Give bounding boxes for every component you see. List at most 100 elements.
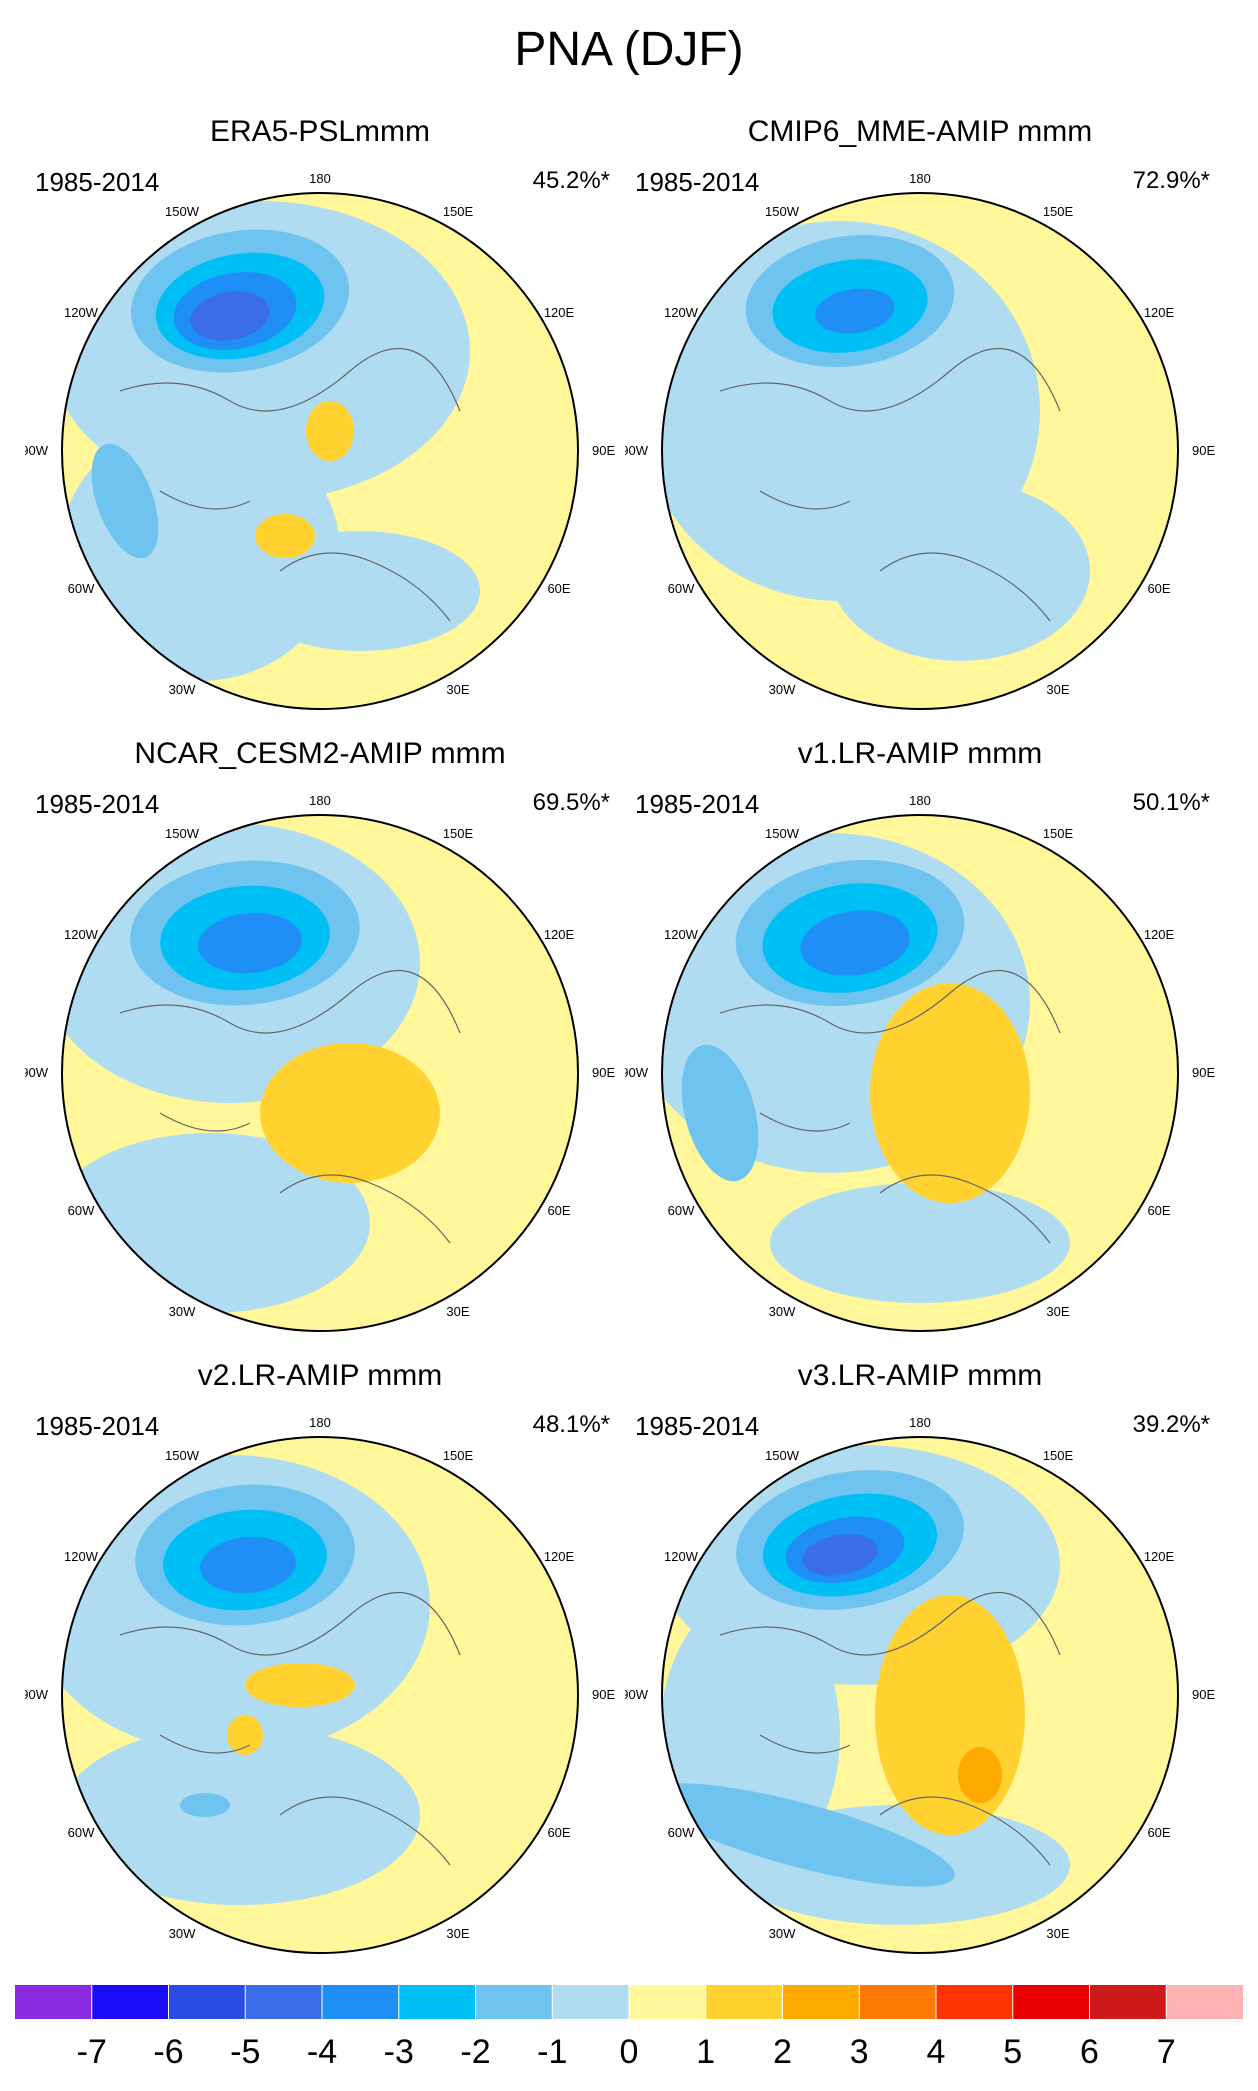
longitude-label: 30W bbox=[169, 1304, 196, 1319]
polar-map: 180150E120E90E60E30E030W60W90W120W150W bbox=[25, 1415, 615, 1954]
colorbar-tick-label: 5 bbox=[1003, 2033, 1022, 2071]
pattern-correlation: 48.1%* bbox=[532, 1411, 610, 1438]
longitude-label: 30E bbox=[1046, 1926, 1069, 1941]
colorbar-tick-label: -6 bbox=[153, 2033, 183, 2071]
longitude-label: 180 bbox=[309, 1415, 331, 1430]
longitude-label: 30E bbox=[446, 682, 469, 697]
negative-anomaly-core bbox=[91, 443, 159, 559]
positive-anomaly-core bbox=[306, 401, 354, 461]
map-border bbox=[661, 192, 1179, 710]
map-panel-v2lr: v2.LR-AMIP mmm 1985-2014 48.1%* 180 150E 1… bbox=[20, 1359, 620, 1979]
negative-anomaly-core bbox=[180, 1793, 230, 1817]
negative-anomaly-core bbox=[200, 1536, 296, 1594]
longitude-label: 150W bbox=[165, 826, 200, 841]
polar-map: 180150E120E90E60E30E030W60W90W120W150W bbox=[625, 171, 1215, 710]
period-label: 1985-2014 bbox=[635, 1411, 760, 1441]
coastline bbox=[119, 347, 461, 622]
polar-map: 180150E120E90E60E30E030W60W90W120W150W bbox=[625, 793, 1215, 1332]
longitude-label: 60W bbox=[68, 581, 95, 596]
period-label: 1985-2014 bbox=[635, 789, 760, 819]
contour-fill bbox=[62, 1437, 578, 1953]
pattern-correlation: 69.5%* bbox=[532, 789, 610, 816]
colorbar-swatch bbox=[782, 1985, 860, 2019]
panel-title: CMIP6_MME-AMIP mmm bbox=[747, 115, 1093, 148]
map-border bbox=[61, 192, 579, 710]
colorbar-swatch bbox=[245, 1985, 322, 2019]
panel-title: v1.LR-AMIP mmm bbox=[797, 737, 1043, 770]
longitude-label: 120W bbox=[664, 1549, 699, 1564]
positive-anomaly-core bbox=[260, 1043, 440, 1183]
longitude-label: 30W bbox=[169, 682, 196, 697]
longitude-label: 150E bbox=[1043, 204, 1074, 219]
map-border bbox=[61, 1436, 579, 1954]
period-label: 1985-2014 bbox=[35, 789, 160, 819]
longitude-label: 150E bbox=[1043, 1448, 1074, 1463]
colorbar-swatch bbox=[936, 1985, 1013, 2019]
coastline bbox=[719, 1591, 1061, 1866]
longitude-label: 60E bbox=[1147, 581, 1170, 596]
colorbar-swatch bbox=[15, 1985, 92, 2019]
longitude-label: 90E bbox=[592, 1065, 615, 1080]
map-panel-era5: ERA5-PSLmmm 1985-2014 45.2%* 180 150E 120E… bbox=[20, 115, 620, 735]
longitude-label: 60E bbox=[1147, 1825, 1170, 1840]
longitude-label: 120W bbox=[664, 927, 699, 942]
coastline bbox=[119, 1591, 461, 1866]
colorbar-swatch bbox=[552, 1985, 629, 2019]
longitude-label: 120W bbox=[64, 927, 99, 942]
longitude-label: 150E bbox=[443, 826, 474, 841]
map-border bbox=[61, 814, 579, 1332]
longitude-label: 180 bbox=[909, 793, 931, 808]
longitude-label: 30W bbox=[169, 1926, 196, 1941]
map-panel-cesm2: NCAR_CESM2-AMIP mmm 1985-2014 69.5%* 180… bbox=[20, 737, 620, 1357]
colorbar-swatch bbox=[91, 1985, 169, 2019]
longitude-label: 180 bbox=[309, 171, 331, 186]
colorbar-swatch bbox=[322, 1985, 399, 2019]
longitude-label: 120E bbox=[1144, 927, 1175, 942]
longitude-label: 60E bbox=[547, 1203, 570, 1218]
negative-anomaly-core bbox=[681, 1044, 759, 1182]
negative-anomaly-core bbox=[662, 1783, 955, 1887]
positive-anomaly-core bbox=[870, 983, 1030, 1203]
colorbar-swatch bbox=[629, 1985, 706, 2019]
longitude-label: 120E bbox=[544, 927, 575, 942]
colorbar-swatch bbox=[1012, 1985, 1090, 2019]
pattern-correlation: 50.1%* bbox=[1132, 789, 1210, 816]
panel-title: ERA5-PSLmmm bbox=[209, 115, 431, 148]
longitude-label: 120E bbox=[1144, 305, 1175, 320]
longitude-label: 90E bbox=[1192, 443, 1215, 458]
panel-title: v2.LR-AMIP mmm bbox=[197, 1359, 443, 1392]
longitude-label: 90W bbox=[625, 1687, 649, 1702]
colorbar-swatch bbox=[859, 1985, 936, 2019]
map-panel-v1lr: v1.LR-AMIP mmm 1985-2014 50.1%* 180 150E 1… bbox=[620, 737, 1220, 1357]
period-label: 1985-2014 bbox=[35, 1411, 160, 1441]
longitude-label: 150E bbox=[1043, 826, 1074, 841]
positive-anomaly-core bbox=[245, 1663, 355, 1707]
colorbar: -7 -6 -5 -4 -3 -2 -1 0 1 2 3 4 5 6 7 bbox=[15, 1985, 1243, 2071]
longitude-label: 60W bbox=[668, 1825, 695, 1840]
polar-map: 180150E120E90E60E30E030W60W90W120W150W bbox=[625, 1415, 1215, 1954]
negative-anomaly-core bbox=[190, 291, 270, 341]
map-border bbox=[661, 814, 1179, 1332]
colorbar-tick-label: 0 bbox=[620, 2033, 639, 2071]
longitude-label: 180 bbox=[909, 171, 931, 186]
longitude-label: 120E bbox=[1144, 1549, 1175, 1564]
longitude-label: 30W bbox=[769, 1926, 796, 1941]
positive-anomaly-core bbox=[958, 1747, 1002, 1803]
negative-anomaly-core bbox=[815, 288, 895, 334]
longitude-label: 150W bbox=[765, 826, 800, 841]
longitude-label: 60W bbox=[68, 1825, 95, 1840]
colorbar-tick-label: 1 bbox=[696, 2033, 715, 2071]
map-panel-cmip6: CMIP6_MME-AMIP mmm 1985-2014 72.9%* 180 1… bbox=[620, 115, 1220, 735]
colorbar-swatch bbox=[1089, 1985, 1167, 2019]
longitude-label: 30E bbox=[446, 1926, 469, 1941]
longitude-label: 150E bbox=[443, 1448, 474, 1463]
longitude-label: 90E bbox=[592, 1687, 615, 1702]
colorbar-tick-label: -3 bbox=[384, 2033, 414, 2071]
longitude-label: 90E bbox=[592, 443, 615, 458]
longitude-label: 120W bbox=[664, 305, 699, 320]
colorbar-tick-label: 7 bbox=[1157, 2033, 1176, 2071]
longitude-label: 180 bbox=[309, 793, 331, 808]
colorbar-swatch bbox=[168, 1985, 246, 2019]
longitude-label: 120W bbox=[64, 1549, 99, 1564]
contour-fill bbox=[62, 193, 578, 709]
